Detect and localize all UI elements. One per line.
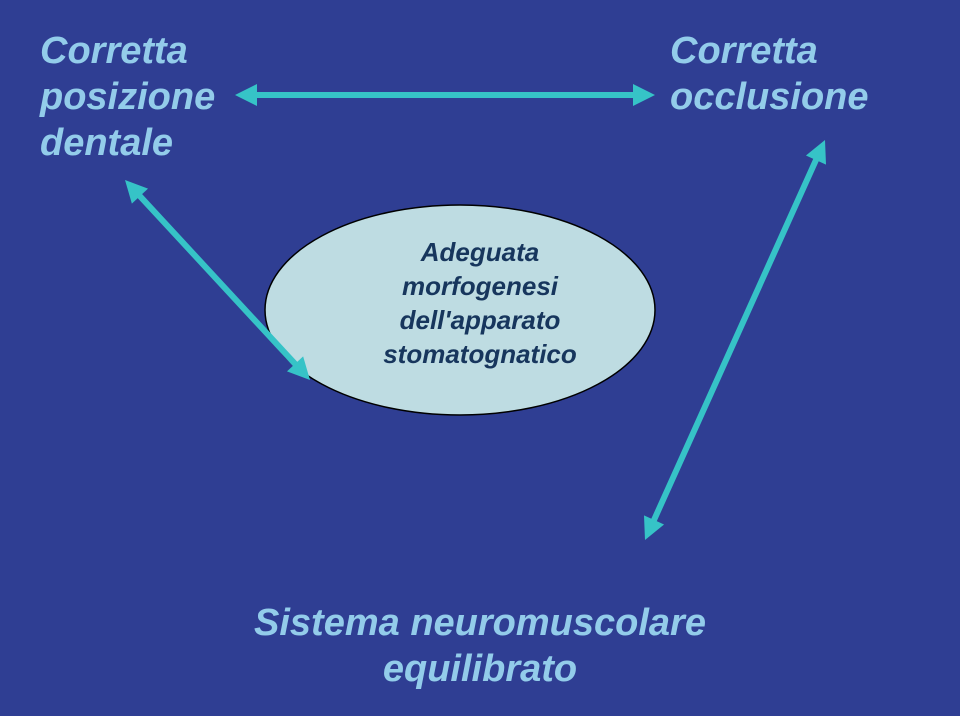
label-bottom: Sistema neuromuscolare equilibrato bbox=[0, 600, 960, 692]
arrow-head-icon bbox=[633, 84, 655, 106]
label-top-right: Corretta occlusione bbox=[670, 28, 869, 120]
label-top-left: Corretta posizione dentale bbox=[40, 28, 215, 166]
arrow-head-icon bbox=[235, 84, 257, 106]
ellipse-label: Adeguata morfogenesi dell'apparato stoma… bbox=[0, 235, 960, 371]
